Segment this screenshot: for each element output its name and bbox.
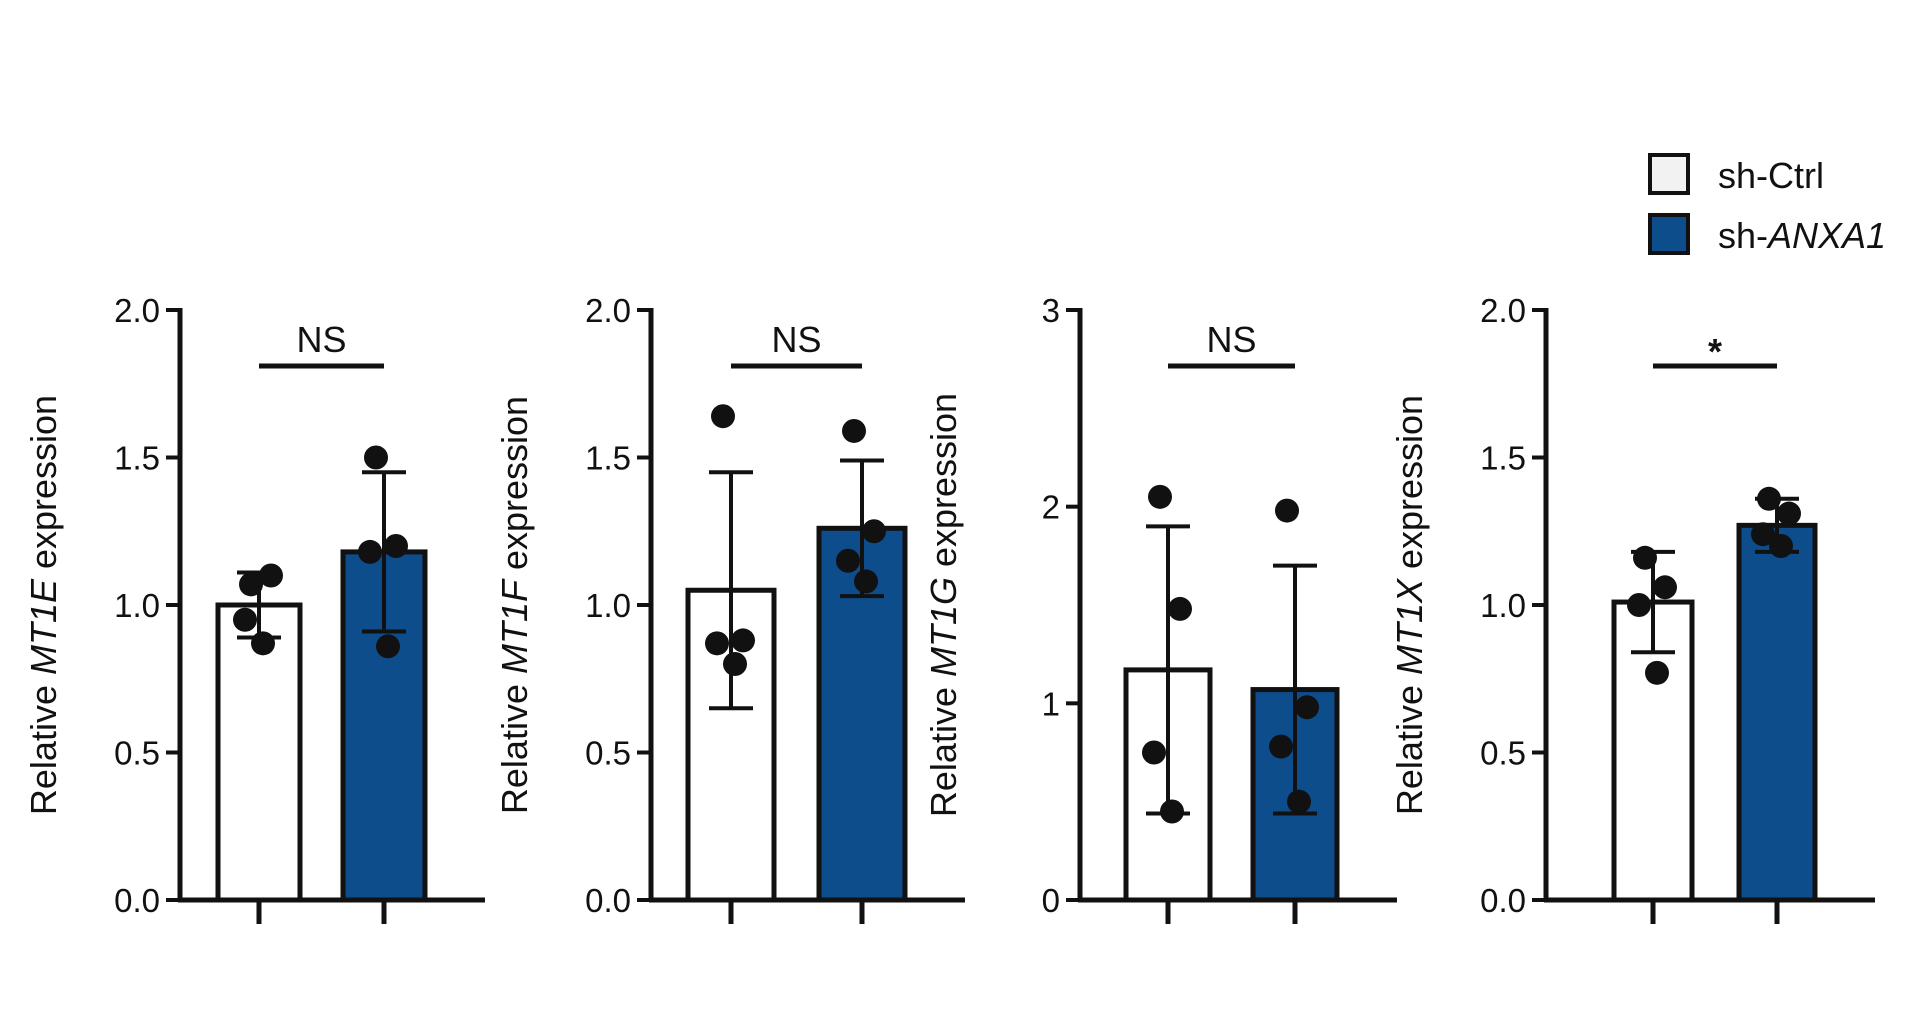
data-point — [1160, 799, 1184, 824]
data-point — [251, 631, 275, 656]
data-point — [731, 628, 755, 653]
data-point — [711, 404, 735, 429]
y-axis-label: Relative MT1X expression — [1389, 395, 1430, 815]
y-tick-label: 2 — [1042, 489, 1060, 526]
data-point — [376, 634, 400, 659]
y-tick-label: 0.5 — [585, 735, 631, 772]
significance-label: * — [1708, 331, 1722, 372]
chart-panel-mt1x: 0.0 0.5 1.0 1.5 2.0 Relative MT1X expression * — [1389, 292, 1875, 924]
y-tick-label: 0.0 — [1480, 882, 1526, 919]
data-point — [723, 652, 747, 676]
data-point — [1645, 660, 1669, 685]
data-point — [705, 631, 729, 656]
data-point — [836, 548, 860, 573]
y-tick-label: 0.0 — [114, 882, 160, 919]
y-tick-label: 1 — [1042, 685, 1060, 722]
data-point — [1295, 695, 1319, 720]
y-tick-label: 0.5 — [114, 735, 160, 772]
legend: sh-Ctrl sh-ANXA1 — [1648, 153, 1886, 256]
data-point — [1633, 545, 1657, 570]
data-point — [233, 607, 257, 632]
y-tick-label: 1.5 — [114, 440, 160, 477]
y-axis-label: Relative MT1F expression — [494, 396, 535, 814]
y-tick-label: 1.5 — [1480, 440, 1526, 477]
y-tick-label: 1.5 — [585, 440, 631, 477]
legend-label-sh-anxa1: sh-ANXA1 — [1718, 215, 1886, 256]
chart-panels: 0.0 0.5 1.0 1.5 2.0 Relative MT1E expression N… — [23, 292, 1875, 924]
chart-panel-mt1e: 0.0 0.5 1.0 1.5 2.0 Relative MT1E expression N… — [23, 292, 485, 924]
y-tick-label: 0 — [1042, 882, 1060, 919]
chart-panel-mt1g: 0 1 2 3 Relative MT1G expression NS — [923, 292, 1397, 924]
y-tick-label: 2.0 — [1480, 292, 1526, 329]
data-point — [1275, 498, 1299, 523]
chart-panel-mt1f: 0.0 0.5 1.0 1.5 2.0 Relative MT1F expression N… — [494, 292, 965, 924]
data-point — [364, 445, 388, 470]
data-point — [1757, 486, 1781, 511]
data-point — [239, 572, 263, 597]
data-point — [1287, 789, 1311, 814]
significance-label: NS — [771, 319, 821, 360]
data-point — [259, 563, 283, 588]
data-point — [1653, 575, 1677, 600]
data-point — [1168, 596, 1192, 621]
y-tick-label: 0.0 — [585, 882, 631, 919]
data-point — [358, 539, 382, 564]
y-tick-label: 2.0 — [114, 292, 160, 329]
data-point — [1769, 534, 1793, 558]
data-point — [1142, 740, 1166, 765]
legend-swatch-sh-ctrl — [1648, 153, 1690, 195]
significance-label: NS — [1206, 319, 1256, 360]
significance-label: NS — [296, 319, 346, 360]
y-tick-label: 1.0 — [114, 587, 160, 624]
data-point — [842, 418, 866, 443]
data-point — [1269, 734, 1293, 759]
data-point — [1148, 484, 1172, 509]
y-tick-label: 0.5 — [1480, 735, 1526, 772]
bar-sh-anxa1 — [1736, 522, 1818, 903]
data-point — [1751, 522, 1775, 547]
y-axis-label: Relative MT1E expression — [23, 395, 64, 815]
y-tick-label: 1.0 — [1480, 587, 1526, 624]
y-tick-label: 1.0 — [585, 587, 631, 624]
data-point — [862, 519, 886, 544]
data-point — [384, 534, 408, 558]
data-point — [1627, 593, 1651, 617]
y-tick-label: 2.0 — [585, 292, 631, 329]
data-point — [1777, 501, 1801, 526]
data-point — [854, 569, 878, 594]
y-axis-label: Relative MT1G expression — [923, 393, 964, 817]
legend-swatch-sh-anxa1 — [1648, 213, 1690, 255]
legend-label-sh-ctrl: sh-Ctrl — [1718, 155, 1824, 196]
y-tick-label: 3 — [1042, 292, 1060, 329]
